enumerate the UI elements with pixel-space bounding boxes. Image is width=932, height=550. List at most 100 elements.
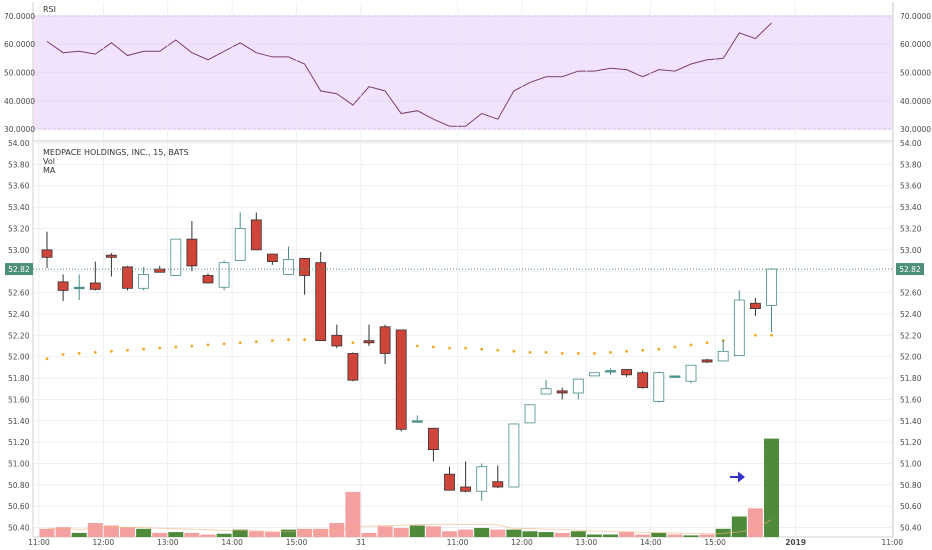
candle-body [299,257,311,276]
ma-point [576,352,580,355]
volume-bar [474,527,490,537]
candle-body [717,350,729,362]
candle-body [234,228,246,261]
candle-body [637,372,649,389]
price-tick-left: 53.40 [8,203,30,212]
candle-body [170,238,182,276]
price-tick-right: 51.60 [900,395,922,404]
candle-body [701,359,713,363]
candle-body [89,282,101,290]
volume-bar [506,529,522,537]
ma-point [77,352,81,355]
ma-point [512,349,516,353]
x-tick-label: 11:00 [28,538,50,547]
volume-bar [345,491,361,537]
ma-point [544,350,548,354]
candle-body [605,370,616,373]
last-price-label-right: 52.82 [899,265,921,274]
candle-body [572,378,584,394]
ma-point [142,347,146,351]
volume-bar [361,532,377,537]
volume-bar [71,532,87,537]
candle-body [621,369,632,376]
ma-point [287,338,290,341]
candle-body [218,262,230,288]
ma-point [254,340,258,344]
volume-bar [281,529,296,537]
x-tick-label: 14:00 [221,538,243,547]
candle-body [540,388,552,395]
ma-point [641,348,645,352]
rsi-tick-right: 60.0000 [900,40,931,49]
candle-body [315,262,327,342]
rsi-tick-left: 60.0000 [4,40,35,49]
ma-point [110,349,113,353]
price-title: MEDPACE HOLDINGS, INC., 15, BATS [43,148,189,157]
arrow-icon [730,471,745,483]
volume-bar [699,534,715,537]
candle-body [524,404,536,424]
legend-ma: MA [43,166,56,175]
rsi-tick-left: 40.0000 [4,97,35,106]
price-tick-left: 51.00 [8,459,30,468]
price-tick-left: 52.60 [8,289,30,298]
x-tick-label: 31 [356,538,366,547]
price-tick-left: 52.20 [8,331,30,340]
volume-bar [635,534,651,537]
price-tick-left: 51.40 [8,417,30,426]
candle-body [508,423,520,488]
candle-body [347,353,359,381]
price-tick-right: 50.80 [900,481,922,490]
price-tick-left: 53.20 [8,224,30,233]
volume-bar [232,529,248,537]
candle-body [766,268,777,306]
candle-body [122,266,133,289]
volume-bar [200,534,216,537]
volume-bar [586,534,602,537]
x-tick-label: 15:00 [704,538,726,547]
ma-point [93,350,97,354]
price-tick-left: 53.80 [8,160,30,169]
ma-point [770,333,773,337]
volume-bar [425,526,441,537]
x-tick-label: 12:00 [511,538,533,547]
last-price-label-left: 52.82 [8,265,30,274]
volume-bar [136,528,152,537]
price-pane: 54.00 54.00 53.80 53.80 53.60 53.60 53.40 53.40… [5,2,924,537]
volume-bar [570,531,586,537]
volume-bar [538,532,554,537]
ma-point [303,338,306,341]
volume-bar [184,532,200,537]
price-tick-right: 50.60 [900,502,922,511]
candle-body [331,334,343,347]
candle-body [411,420,423,423]
price-tick-right: 53.20 [900,224,922,233]
ma-point [45,357,49,361]
candle-body [57,281,69,291]
price-tick-right: 51.00 [900,459,922,468]
rsi-tick-right: 40.0000 [900,97,931,106]
price-tick-left: 50.40 [8,524,30,533]
ma-point [415,344,419,348]
ma-point [464,346,467,350]
x-tick-label: 11:00 [447,538,469,547]
rsi-tick-right: 30.0000 [900,125,931,134]
ma-point [528,350,532,354]
candle-body [106,254,117,258]
ma-point [351,341,355,345]
rsi-title: RSI [43,5,56,14]
volume-bar [683,535,699,537]
price-tick-right: 53.00 [900,246,922,255]
price-tick-left: 52.00 [8,353,30,362]
candle-body [427,427,439,451]
candle-body [733,299,745,356]
ma-point [689,343,693,347]
ma-point [673,345,677,349]
ma-point [754,333,757,337]
price-tick-left: 54.00 [8,139,30,148]
candle-body [73,286,85,290]
ma-point [609,350,612,354]
volume-bar [764,438,779,537]
price-tick-right: 51.20 [900,438,922,447]
